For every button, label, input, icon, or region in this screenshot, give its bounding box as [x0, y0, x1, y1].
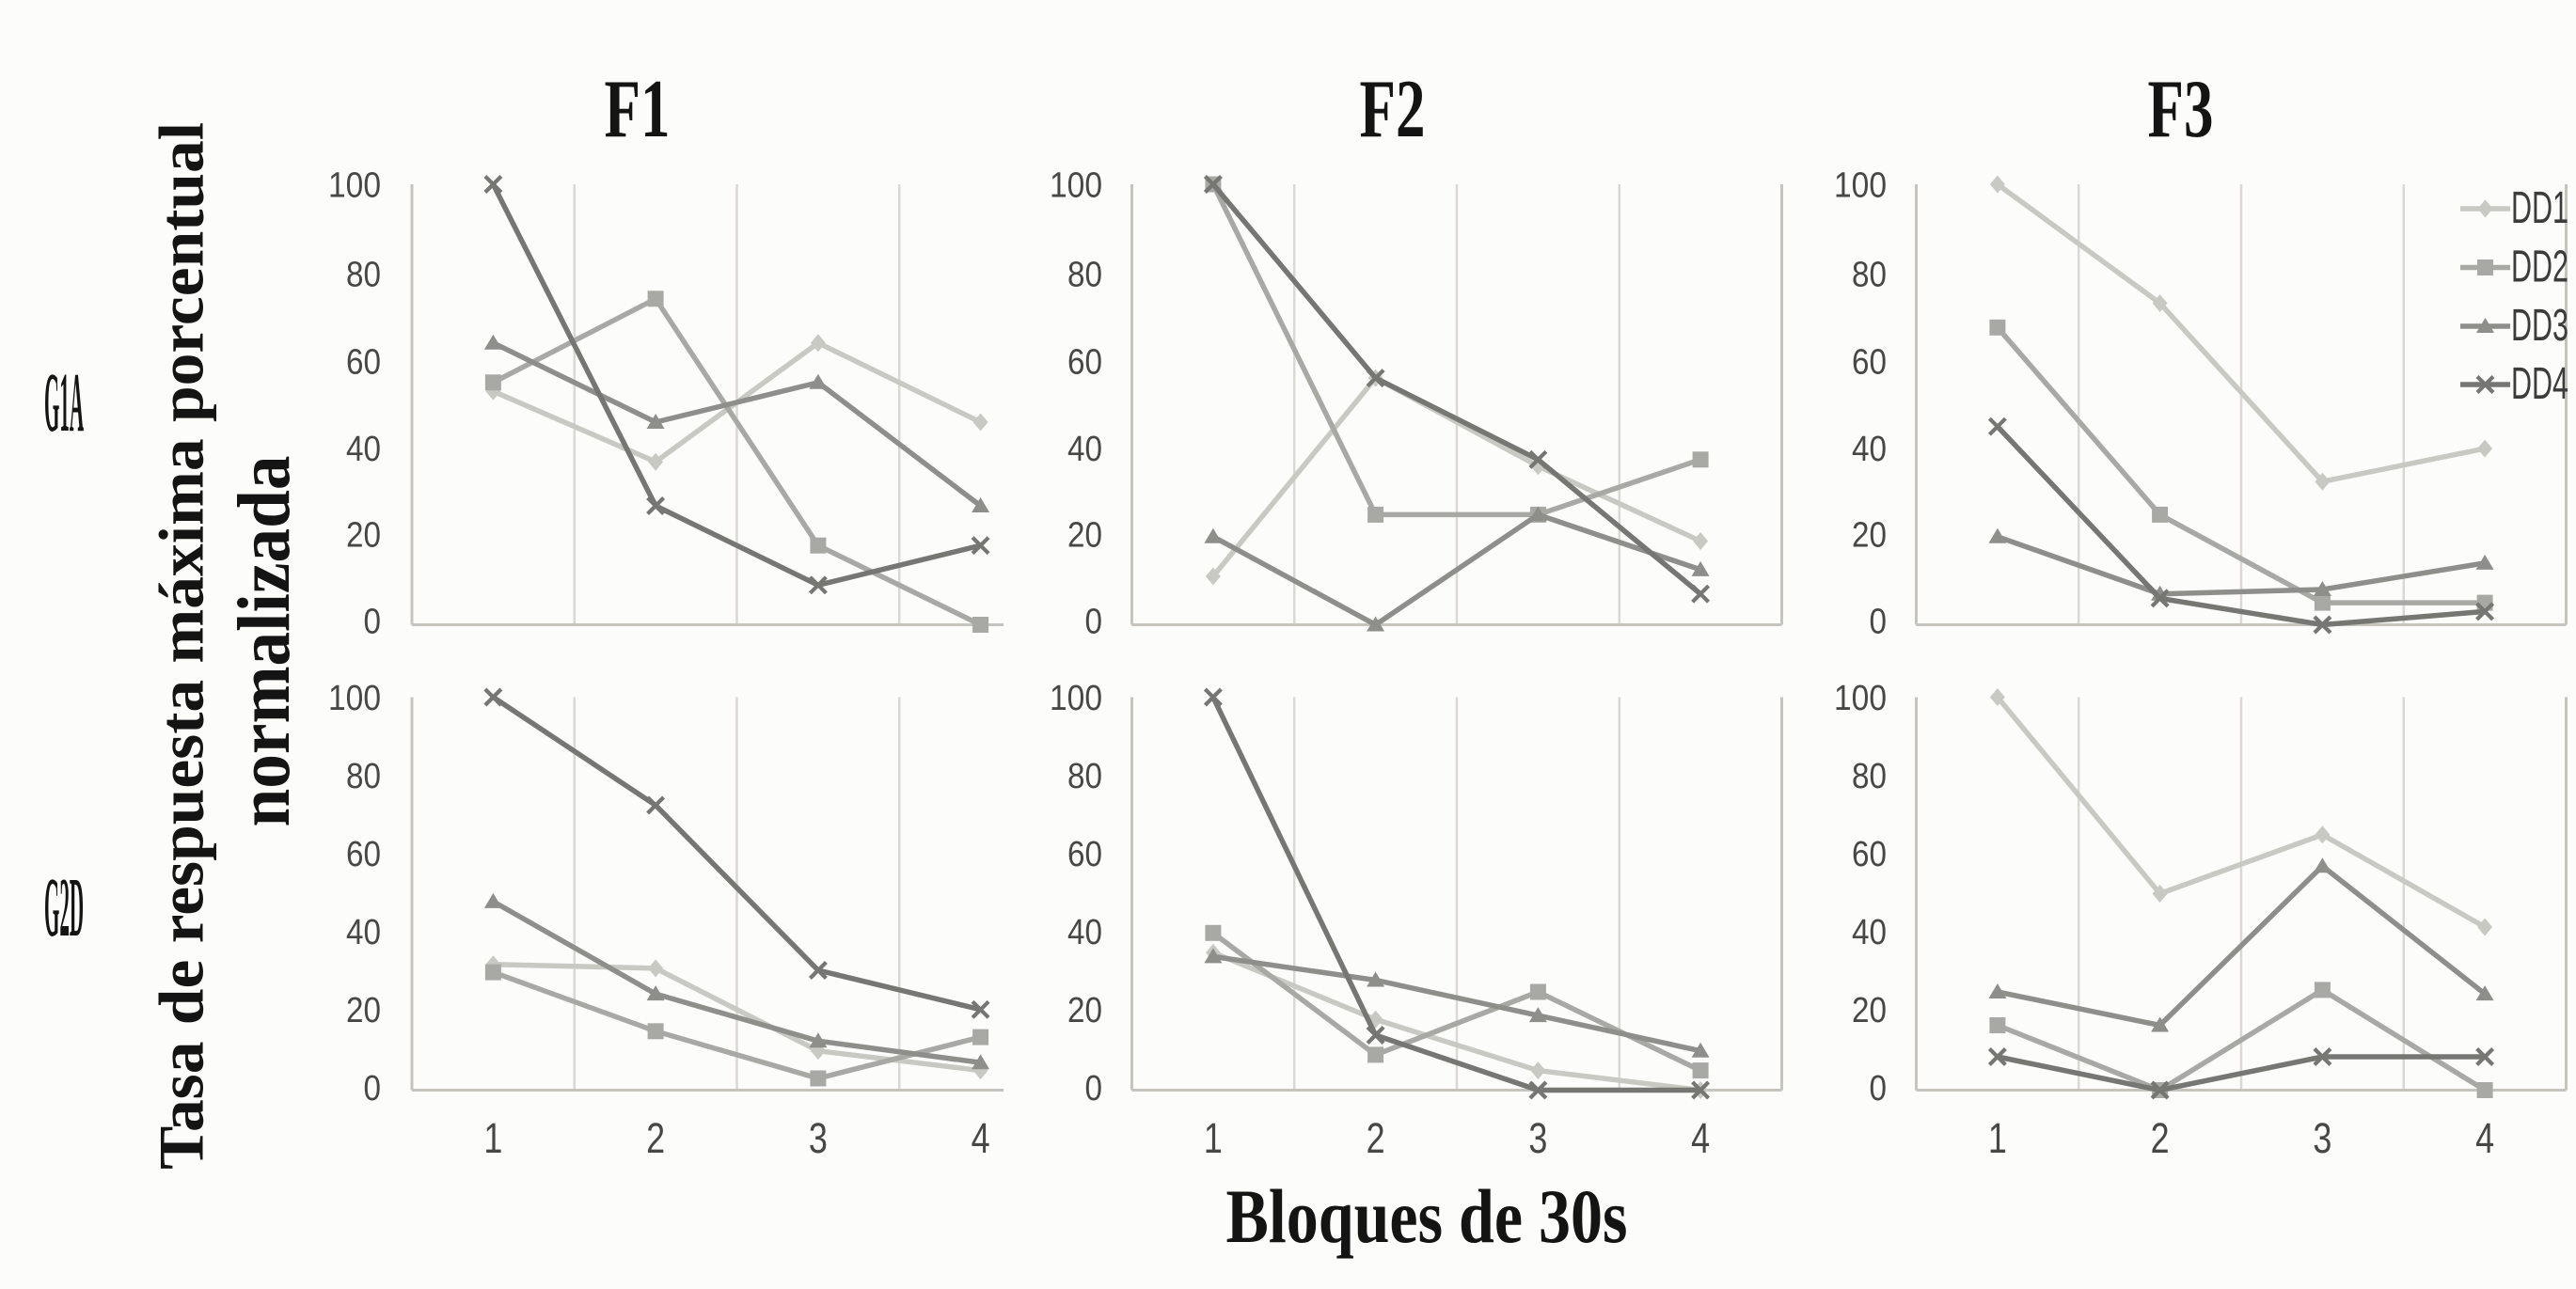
- svg-text:1: 1: [1988, 1114, 2007, 1162]
- svg-text:3: 3: [1528, 1114, 1547, 1162]
- svg-text:60: 60: [1852, 835, 1887, 874]
- svg-text:0: 0: [364, 603, 382, 642]
- svg-text:F1: F1: [605, 64, 671, 155]
- svg-text:3: 3: [2313, 1114, 2331, 1162]
- svg-text:0: 0: [1085, 603, 1103, 642]
- svg-text:0: 0: [1870, 1069, 1888, 1108]
- svg-text:40: 40: [1852, 430, 1887, 469]
- svg-text:4: 4: [1691, 1114, 1710, 1162]
- svg-text:60: 60: [346, 835, 381, 874]
- svg-text:20: 20: [346, 516, 381, 556]
- svg-text:2: 2: [646, 1114, 665, 1162]
- svg-text:Bloques de 30s: Bloques de 30s: [1226, 1173, 1628, 1259]
- svg-text:100: 100: [1834, 166, 1887, 206]
- svg-text:100: 100: [328, 166, 381, 206]
- svg-text:20: 20: [1067, 991, 1102, 1030]
- svg-text:20: 20: [1852, 516, 1887, 556]
- svg-text:100: 100: [1050, 166, 1102, 206]
- svg-text:0: 0: [1085, 1069, 1103, 1108]
- svg-text:F2: F2: [1360, 64, 1426, 155]
- svg-text:80: 80: [1852, 256, 1887, 295]
- svg-text:DD1: DD1: [2511, 183, 2568, 233]
- svg-text:80: 80: [346, 256, 381, 295]
- svg-text:60: 60: [346, 343, 381, 383]
- svg-text:40: 40: [1852, 913, 1887, 952]
- svg-text:G2D: G2D: [44, 861, 84, 954]
- svg-text:80: 80: [1067, 256, 1102, 295]
- svg-text:20: 20: [346, 991, 381, 1030]
- svg-text:normalizada: normalizada: [223, 456, 306, 827]
- svg-text:DD3: DD3: [2511, 301, 2568, 351]
- svg-text:80: 80: [346, 757, 381, 796]
- svg-text:DD2: DD2: [2511, 243, 2568, 292]
- svg-text:100: 100: [328, 679, 381, 718]
- svg-text:4: 4: [972, 1114, 990, 1162]
- svg-text:40: 40: [346, 430, 381, 469]
- svg-text:F3: F3: [2148, 64, 2214, 155]
- svg-text:3: 3: [809, 1114, 828, 1162]
- svg-text:1: 1: [1204, 1114, 1223, 1162]
- svg-text:G1A: G1A: [44, 356, 84, 449]
- svg-text:1: 1: [483, 1114, 502, 1162]
- svg-text:4: 4: [2475, 1114, 2494, 1162]
- svg-text:80: 80: [1067, 757, 1102, 796]
- svg-text:0: 0: [364, 1069, 382, 1108]
- svg-text:40: 40: [1067, 430, 1102, 469]
- svg-text:2: 2: [2151, 1114, 2170, 1162]
- svg-text:Tasa de respuesta máxima porce: Tasa de respuesta máxima porcentual: [147, 122, 217, 1170]
- svg-text:0: 0: [1870, 603, 1888, 642]
- svg-text:100: 100: [1834, 679, 1887, 718]
- svg-text:20: 20: [1852, 991, 1887, 1030]
- svg-text:60: 60: [1067, 343, 1102, 383]
- svg-text:100: 100: [1050, 679, 1102, 718]
- svg-text:2: 2: [1367, 1114, 1385, 1162]
- svg-text:DD4: DD4: [2511, 359, 2568, 409]
- svg-text:60: 60: [1067, 835, 1102, 874]
- svg-text:20: 20: [1067, 516, 1102, 556]
- svg-text:40: 40: [1067, 913, 1102, 952]
- svg-text:60: 60: [1852, 343, 1887, 383]
- svg-text:40: 40: [346, 913, 381, 952]
- svg-text:80: 80: [1852, 757, 1887, 796]
